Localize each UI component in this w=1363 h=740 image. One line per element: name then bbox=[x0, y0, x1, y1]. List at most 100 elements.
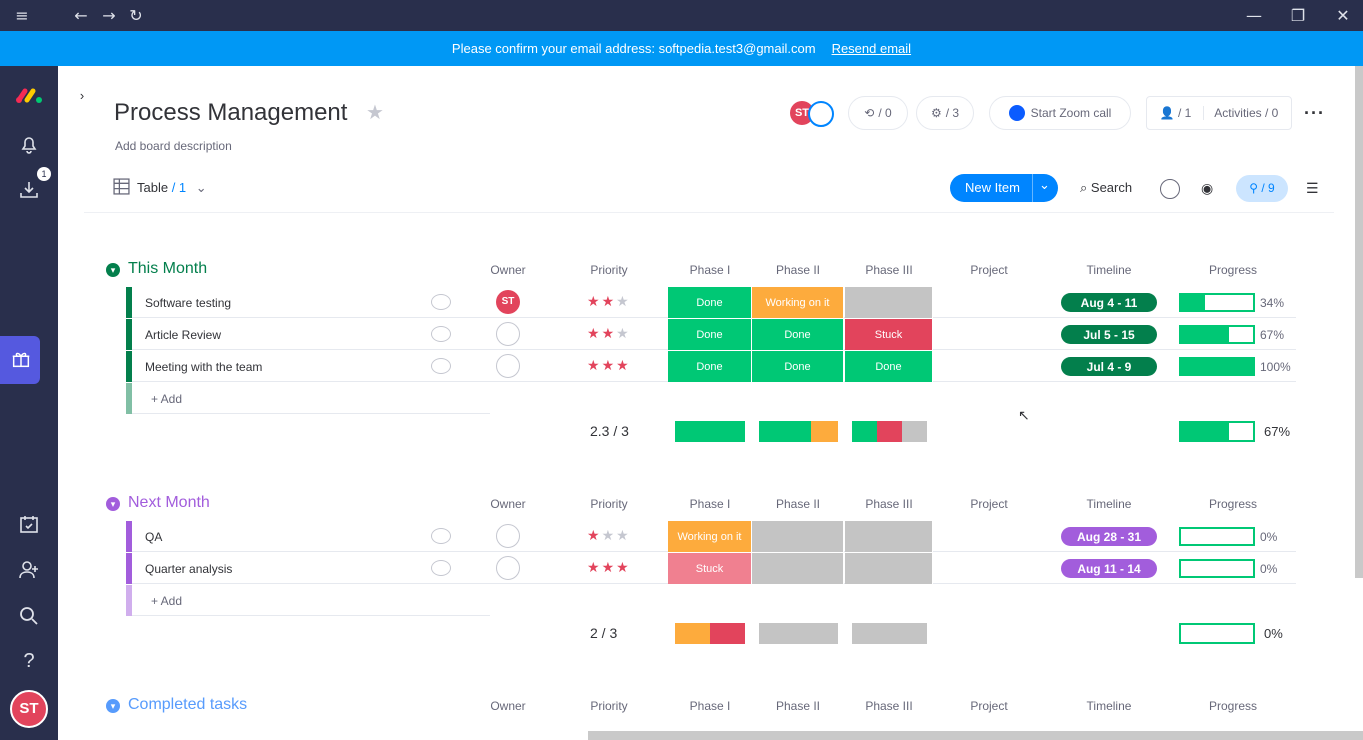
timeline-pill[interactable]: Aug 4 - 11 bbox=[1061, 293, 1157, 312]
column-header[interactable]: Priority bbox=[590, 263, 628, 277]
column-header[interactable]: Phase III bbox=[865, 699, 913, 713]
maximize-icon[interactable]: ❐ bbox=[1290, 6, 1306, 25]
item-name[interactable]: Article Review bbox=[145, 328, 222, 342]
add-item-row[interactable] bbox=[132, 585, 490, 616]
timeline-pill[interactable]: Aug 28 - 31 bbox=[1061, 527, 1157, 546]
conversation-icon[interactable] bbox=[431, 358, 451, 374]
horizontal-scrollbar[interactable] bbox=[588, 731, 1363, 740]
column-header[interactable]: Project bbox=[970, 263, 1008, 277]
column-header[interactable]: Project bbox=[970, 699, 1008, 713]
column-header[interactable]: Phase I bbox=[689, 263, 731, 277]
priority-stars[interactable]: ★★★ bbox=[587, 358, 631, 374]
integrations-button[interactable]: ⚙/ 3 bbox=[916, 96, 974, 130]
conversation-icon[interactable] bbox=[431, 528, 451, 544]
filter-icon[interactable]: ☰ bbox=[1306, 180, 1319, 196]
column-header[interactable]: Owner bbox=[490, 497, 526, 511]
more-options-icon[interactable]: ··· bbox=[1304, 103, 1325, 123]
priority-stars[interactable]: ★★★ bbox=[587, 528, 631, 544]
item-name[interactable]: Quarter analysis bbox=[145, 562, 233, 576]
back-icon[interactable]: ← bbox=[74, 6, 88, 25]
column-header[interactable]: Phase II bbox=[775, 263, 821, 277]
status-cell-phase-1[interactable]: Stuck bbox=[668, 553, 752, 584]
board-description[interactable]: Add board description bbox=[115, 139, 232, 153]
status-cell-phase-2[interactable]: Working on it bbox=[752, 287, 844, 318]
timeline-pill[interactable]: Jul 4 - 9 bbox=[1061, 357, 1157, 376]
owner-empty-icon[interactable] bbox=[496, 322, 520, 346]
column-header[interactable]: Timeline bbox=[1086, 699, 1132, 713]
column-header[interactable]: Owner bbox=[490, 699, 526, 713]
notifications-icon[interactable] bbox=[17, 132, 41, 156]
status-cell-phase-3[interactable] bbox=[845, 521, 933, 552]
group-collapse-icon[interactable]: ▾ bbox=[106, 699, 120, 713]
timeline-pill[interactable]: Jul 5 - 15 bbox=[1061, 325, 1157, 344]
vertical-scrollbar[interactable] bbox=[1355, 66, 1363, 578]
priority-stars[interactable]: ★★★ bbox=[587, 560, 631, 576]
column-header[interactable]: Progress bbox=[1208, 497, 1258, 511]
updates-button[interactable]: ⟲/ 0 bbox=[848, 96, 908, 130]
gift-button[interactable] bbox=[0, 336, 40, 384]
status-cell-phase-2[interactable]: Done bbox=[752, 319, 844, 350]
owner-avatar[interactable]: ST bbox=[496, 290, 520, 314]
monday-logo-icon[interactable] bbox=[14, 84, 44, 108]
view-tab-table[interactable]: Table / 1 ⌄ bbox=[137, 180, 207, 195]
conversation-icon[interactable] bbox=[431, 294, 451, 310]
reload-icon[interactable]: ↻ bbox=[129, 6, 143, 25]
menu-icon[interactable]: ≡ bbox=[15, 6, 29, 25]
column-header[interactable]: Priority bbox=[590, 497, 628, 511]
expand-sidebar-icon[interactable]: › bbox=[72, 86, 92, 106]
board-title[interactable]: Process Management bbox=[114, 99, 348, 126]
search-icon[interactable] bbox=[17, 604, 41, 628]
inbox-icon[interactable] bbox=[17, 178, 41, 202]
column-header[interactable]: Phase III bbox=[865, 497, 913, 511]
owner-empty-icon[interactable] bbox=[496, 556, 520, 580]
status-cell-phase-3[interactable]: Done bbox=[845, 351, 933, 382]
status-cell-phase-3[interactable]: Stuck bbox=[845, 319, 933, 350]
owner-empty-icon[interactable] bbox=[496, 524, 520, 548]
column-header[interactable]: Timeline bbox=[1086, 497, 1132, 511]
status-cell-phase-1[interactable]: Done bbox=[668, 351, 752, 382]
my-work-icon[interactable] bbox=[17, 512, 41, 536]
hide-eye-icon[interactable]: ◉ bbox=[1201, 180, 1214, 196]
minimize-icon[interactable]: — bbox=[1246, 6, 1262, 25]
status-cell-phase-3[interactable] bbox=[845, 287, 933, 318]
item-name[interactable]: Meeting with the team bbox=[145, 360, 263, 374]
resend-email-link[interactable]: Resend email bbox=[831, 41, 912, 56]
new-item-button[interactable]: New Item ⌄ bbox=[950, 174, 1058, 202]
status-cell-phase-1[interactable]: Working on it bbox=[668, 521, 752, 552]
priority-stars[interactable]: ★★★ bbox=[587, 326, 631, 342]
favorite-star-icon[interactable]: ★ bbox=[366, 100, 384, 124]
forward-icon[interactable]: → bbox=[102, 6, 116, 25]
status-cell-phase-2[interactable] bbox=[752, 521, 844, 552]
activities-button[interactable]: Activities / 0 bbox=[1214, 106, 1279, 120]
close-icon[interactable]: ✕ bbox=[1336, 6, 1350, 25]
column-header[interactable]: Progress bbox=[1208, 699, 1258, 713]
status-cell-phase-3[interactable] bbox=[845, 553, 933, 584]
status-cell-phase-2[interactable] bbox=[752, 553, 844, 584]
pin-button[interactable]: ⚲ / 9 bbox=[1236, 175, 1288, 202]
item-name[interactable]: Software testing bbox=[145, 296, 232, 310]
user-avatar[interactable]: ST bbox=[10, 690, 48, 728]
group-title[interactable]: Next Month bbox=[128, 494, 210, 511]
help-icon[interactable]: ? bbox=[23, 650, 35, 672]
add-item-input[interactable]: + Add bbox=[151, 392, 183, 406]
zoom-call-button[interactable]: Start Zoom call bbox=[989, 96, 1131, 130]
group-title[interactable]: Completed tasks bbox=[128, 696, 248, 713]
column-header[interactable]: Phase II bbox=[775, 497, 821, 511]
conversation-icon[interactable] bbox=[431, 326, 451, 342]
item-name[interactable]: QA bbox=[145, 530, 163, 544]
priority-stars[interactable]: ★★★ bbox=[587, 294, 631, 310]
column-header[interactable]: Phase II bbox=[775, 699, 821, 713]
status-cell-phase-1[interactable]: Done bbox=[668, 287, 752, 318]
timeline-pill[interactable]: Aug 11 - 14 bbox=[1061, 559, 1157, 578]
search-button[interactable]: ⌕ Search bbox=[1080, 180, 1133, 195]
column-header[interactable]: Project bbox=[970, 497, 1008, 511]
column-header[interactable]: Progress bbox=[1208, 263, 1258, 277]
column-header[interactable]: Owner bbox=[490, 263, 526, 277]
column-header[interactable]: Timeline bbox=[1086, 263, 1132, 277]
column-header[interactable]: Phase III bbox=[865, 263, 913, 277]
invite-members-icon[interactable] bbox=[17, 558, 41, 582]
group-collapse-icon[interactable]: ▾ bbox=[106, 263, 120, 277]
group-title[interactable]: This Month bbox=[128, 260, 208, 277]
person-filter-icon[interactable] bbox=[1160, 179, 1180, 199]
conversation-icon[interactable] bbox=[431, 560, 451, 576]
